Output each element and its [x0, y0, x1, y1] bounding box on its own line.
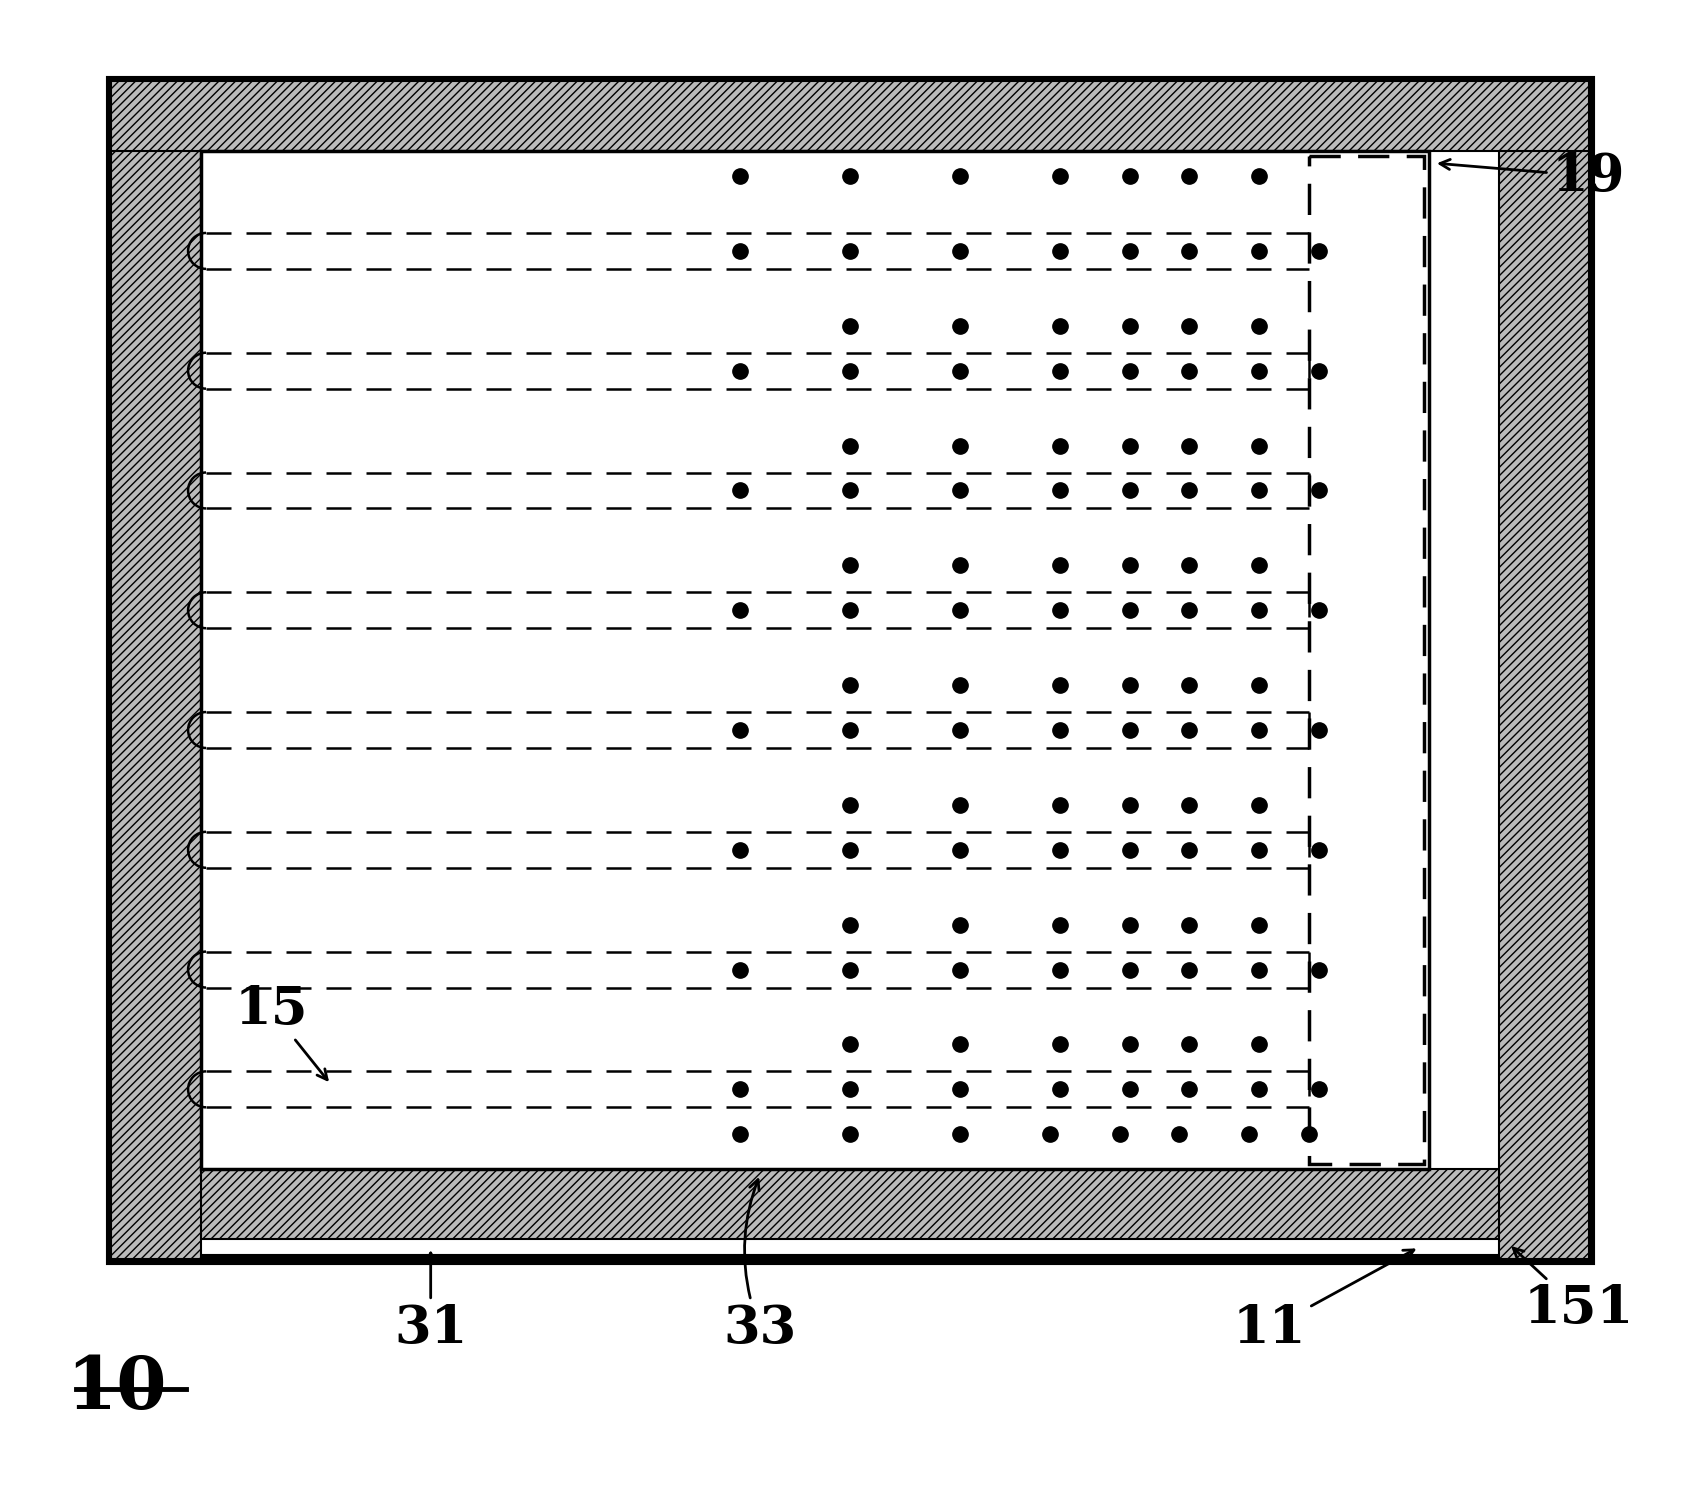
- Text: 19: 19: [1441, 150, 1625, 202]
- Text: 15: 15: [234, 984, 327, 1080]
- Bar: [111, 82, 1589, 1259]
- Text: 33: 33: [723, 1180, 796, 1354]
- Bar: [1499, 82, 1589, 1259]
- Bar: [111, 82, 1589, 152]
- Text: 151: 151: [1514, 1248, 1633, 1334]
- Bar: [201, 152, 1429, 1169]
- Text: 31: 31: [394, 1253, 467, 1354]
- Text: 11: 11: [1233, 1250, 1413, 1354]
- Bar: [111, 82, 201, 1259]
- Bar: [1309, 156, 1424, 1164]
- Bar: [111, 1169, 1589, 1239]
- Text: 10: 10: [66, 1354, 167, 1424]
